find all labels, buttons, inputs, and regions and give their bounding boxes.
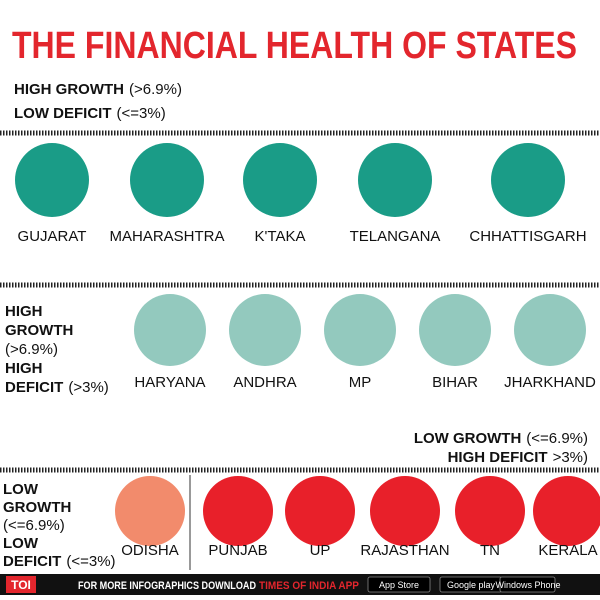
label-bold: LOW	[3, 535, 39, 552]
label-bold: GROWTH	[5, 322, 73, 339]
group-label-line: GROWTH	[5, 322, 73, 339]
state-name: GUJARAT	[18, 228, 87, 245]
state-circle	[134, 294, 206, 366]
logo: TOI	[11, 578, 31, 592]
state-circle	[358, 143, 432, 217]
group-label-line: HIGH	[5, 360, 43, 377]
state-circle	[491, 143, 565, 217]
state-circle	[15, 143, 89, 217]
state-circle	[514, 294, 586, 366]
group-label-line: DEFICIT (>3%)	[5, 379, 109, 396]
group-label-line: GROWTH	[3, 499, 71, 516]
label-normal: (<=3%)	[117, 105, 166, 122]
store-badge-text: App Store	[379, 580, 419, 590]
state-circle	[229, 294, 301, 366]
label-normal: (<=6.9%)	[526, 430, 588, 447]
label-bold: LOW	[3, 481, 39, 498]
store-badge-text: Google play	[447, 580, 496, 590]
footer-text: FOR MORE INFOGRAPHICS DOWNLOAD	[78, 580, 256, 592]
store-badge	[499, 576, 556, 593]
label-bold: LOW DEFICIT	[14, 105, 112, 122]
group-label-line: HIGH GROWTH (>6.9%)	[14, 81, 182, 98]
store-badge	[367, 576, 431, 593]
state-circle	[324, 294, 396, 366]
group-label-line: LOW	[3, 535, 39, 552]
state-name: BIHAR	[432, 374, 478, 391]
state-name: UP	[310, 542, 331, 559]
label-normal: (>6.9%)	[5, 341, 58, 358]
state-name: PUNJAB	[208, 542, 267, 559]
logo-box	[6, 576, 36, 593]
label-normal: (>6.9%)	[129, 81, 182, 98]
group-label-line: LOW	[3, 481, 39, 498]
state-circle	[243, 143, 317, 217]
label-bold: GROWTH	[3, 499, 71, 516]
label-bold: HIGH	[5, 360, 43, 377]
footer-app: TIMES OF INDIA APP	[259, 580, 359, 592]
state-name: MAHARASHTRA	[109, 228, 224, 245]
state-name: CHHATTISGARH	[469, 228, 586, 245]
state-name: HARYANA	[134, 374, 205, 391]
label-bold: HIGH DEFICIT	[448, 449, 548, 466]
label-normal: (<=6.9%)	[3, 517, 65, 534]
group-label-line: (>6.9%)	[5, 341, 58, 358]
state-circle	[115, 476, 185, 546]
state-name: TELANGANA	[350, 228, 441, 245]
label-bold: DEFICIT	[3, 553, 61, 570]
state-circle	[533, 476, 600, 546]
state-circle	[370, 476, 440, 546]
group-label-line: DEFICIT (<=3%)	[3, 553, 116, 570]
group-label-line: HIGH DEFICIT >3%)	[448, 449, 588, 466]
title: THE FINANCIAL HEALTH OF STATES	[12, 25, 577, 67]
state-circle	[130, 143, 204, 217]
state-name: ANDHRA	[233, 374, 296, 391]
label-bold: DEFICIT	[5, 379, 63, 396]
state-name: ODISHA	[121, 542, 179, 559]
state-circle	[419, 294, 491, 366]
label-normal: >3%)	[553, 449, 588, 466]
state-name: KERALA	[538, 542, 597, 559]
group-label-line: LOW DEFICIT (<=3%)	[14, 105, 166, 122]
state-name: K'TAKA	[255, 228, 306, 245]
group-label-line: LOW GROWTH (<=6.9%)	[414, 430, 588, 447]
label-normal: (>3%)	[68, 379, 108, 396]
state-circle	[203, 476, 273, 546]
group-label-line: (<=6.9%)	[3, 517, 65, 534]
group-label-line: HIGH	[5, 303, 43, 320]
label-bold: LOW GROWTH	[414, 430, 521, 447]
state-name: JHARKHAND	[504, 374, 596, 391]
state-name: TN	[480, 542, 500, 559]
store-badge-text: Windows Phone	[495, 580, 560, 590]
state-name: MP	[349, 374, 372, 391]
label-normal: (<=3%)	[66, 553, 115, 570]
state-circle	[455, 476, 525, 546]
label-bold: HIGH GROWTH	[14, 81, 124, 98]
label-bold: HIGH	[5, 303, 43, 320]
state-name: RAJASTHAN	[360, 542, 449, 559]
state-circle	[285, 476, 355, 546]
